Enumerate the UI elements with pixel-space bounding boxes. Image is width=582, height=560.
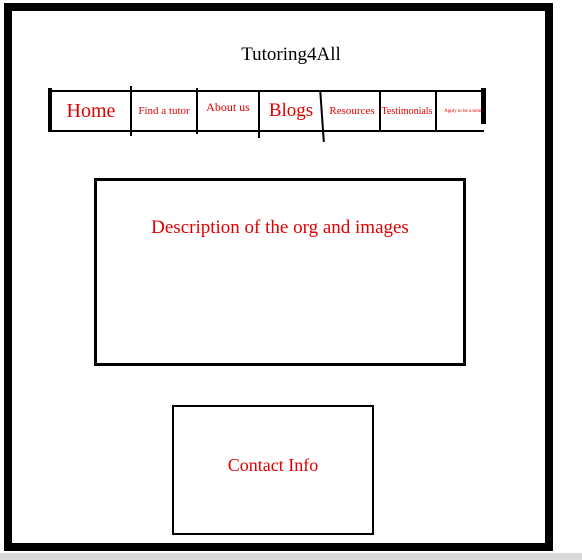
nav-right-edge bbox=[481, 88, 486, 124]
nav-item-find-a-tutor[interactable]: Find a tutor bbox=[138, 105, 190, 117]
nav-divider bbox=[379, 90, 381, 132]
nav-item-resources[interactable]: Resources bbox=[329, 105, 375, 117]
nav-divider bbox=[130, 86, 132, 136]
contact-info-text[interactable]: Contact Info bbox=[227, 455, 319, 475]
window-bottom-bar bbox=[0, 553, 582, 560]
nav-divider bbox=[258, 90, 260, 138]
nav-item-home[interactable]: Home bbox=[66, 99, 116, 122]
site-title: Tutoring4All bbox=[241, 44, 341, 65]
description-section: Description of the org and images bbox=[94, 178, 466, 366]
nav-item-blogs[interactable]: Blogs bbox=[268, 100, 314, 121]
description-text: Description of the org and images bbox=[151, 217, 409, 238]
nav-divider bbox=[196, 88, 198, 134]
contact-section: Contact Info bbox=[172, 405, 374, 535]
nav-bar: Home Find a tutor About us Blogs Resourc… bbox=[48, 86, 486, 143]
nav-item-apply-to-be-a-tutor[interactable]: Apply to be a tutor bbox=[444, 108, 482, 114]
nav-divider bbox=[435, 90, 437, 132]
nav-item-about-us[interactable]: About us bbox=[206, 99, 250, 114]
nav-left-edge bbox=[48, 88, 52, 132]
nav-item-testimonials[interactable]: Testimonials bbox=[381, 105, 433, 117]
